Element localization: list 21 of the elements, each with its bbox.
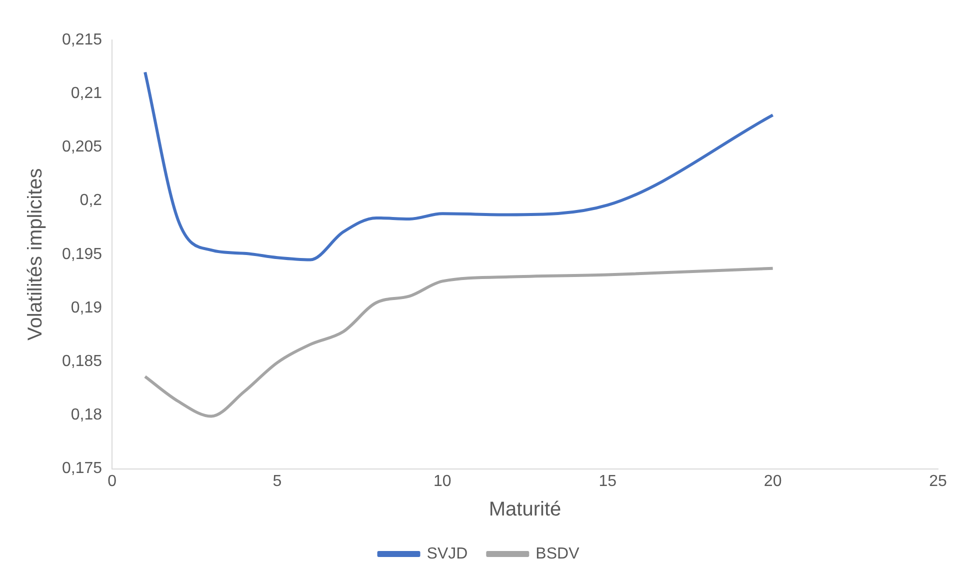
- x-tick-label: 20: [764, 472, 782, 490]
- y-tick-label: 0,19: [70, 299, 102, 316]
- y-tick-label: 0,175: [62, 460, 102, 478]
- line-series: [144, 266, 774, 418]
- x-axis-title: Maturité: [488, 498, 562, 521]
- x-tick-label: 10: [434, 472, 452, 490]
- legend-label: SVJD: [426, 545, 468, 562]
- y-tick-label: 0,18: [70, 406, 102, 424]
- y-tick-label: 0,2: [80, 192, 102, 210]
- x-tick-label: 5: [272, 472, 282, 490]
- y-tick-label: 0,21: [70, 85, 102, 102]
- x-tick-label: 15: [598, 472, 617, 490]
- line-series: [144, 70, 774, 262]
- y-tick-label: 0,205: [62, 138, 102, 156]
- y-axis-title: Volatilités implicites: [24, 168, 47, 341]
- legend-label: BSDV: [536, 545, 580, 562]
- x-tick-label: 0: [108, 472, 117, 490]
- y-tick-label: 0,185: [62, 353, 102, 370]
- y-tick-label: 0,195: [62, 246, 102, 263]
- y-tick-label: 0,215: [62, 31, 102, 48]
- x-tick-label: 25: [929, 472, 947, 490]
